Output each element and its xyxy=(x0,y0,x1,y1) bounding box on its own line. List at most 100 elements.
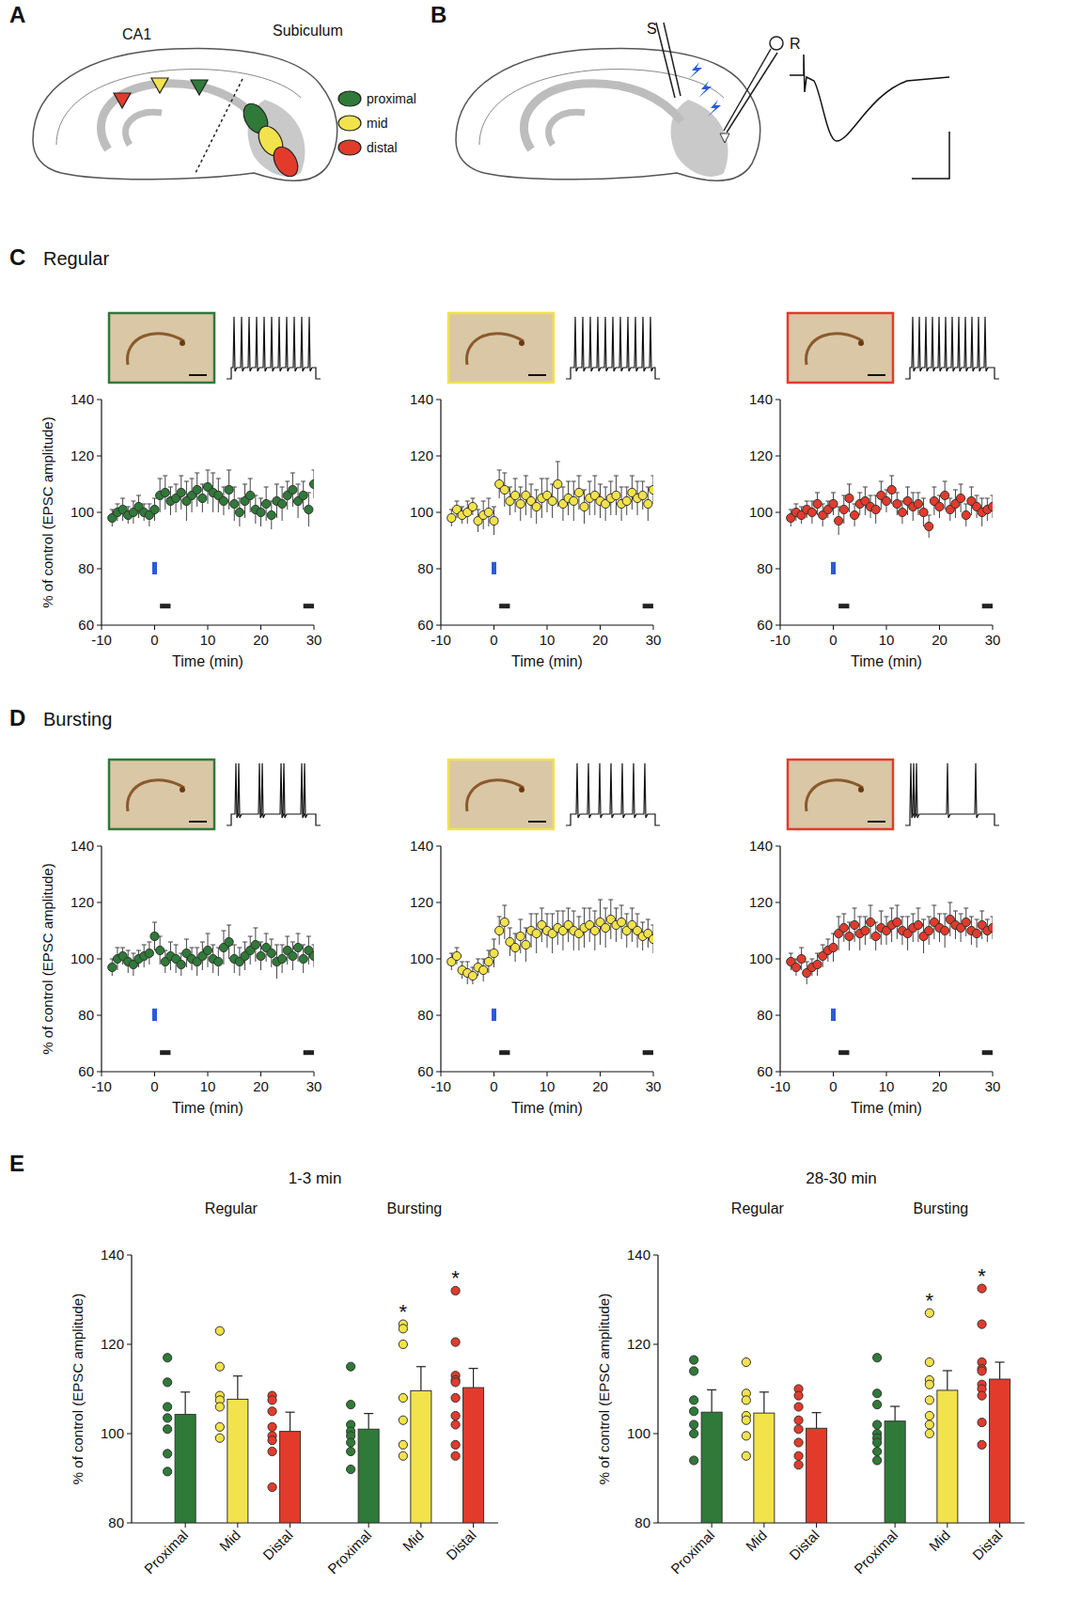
data-point xyxy=(574,487,583,497)
y-tick-label: 120 xyxy=(100,1335,125,1352)
error-cap xyxy=(581,908,587,909)
cell-point xyxy=(924,1357,934,1366)
error-cap xyxy=(284,481,290,483)
error-cap xyxy=(889,908,894,909)
stim-marker xyxy=(830,562,836,575)
data-point xyxy=(214,956,223,966)
filled-cell xyxy=(518,786,525,793)
cell-point xyxy=(924,1428,934,1438)
cell-point xyxy=(794,1438,803,1447)
data-point xyxy=(829,942,838,952)
y-tick xyxy=(96,902,102,904)
error-cap xyxy=(974,495,980,497)
hippocampus xyxy=(467,333,524,365)
data-point xyxy=(987,501,993,511)
error-cap xyxy=(937,913,942,915)
ca-layer xyxy=(523,83,682,150)
data-point xyxy=(861,925,870,935)
error-cap xyxy=(168,941,173,943)
error-bar xyxy=(472,1368,474,1388)
x-tick xyxy=(440,1071,442,1077)
bar xyxy=(937,1390,958,1523)
error-cap xyxy=(555,461,561,463)
error-cap xyxy=(905,916,910,918)
y-axis-title: % of control (EPSC amplitude) xyxy=(69,1293,86,1485)
y-tick-label: 140 xyxy=(70,391,94,408)
error-bar xyxy=(894,1406,896,1422)
y-tick xyxy=(436,958,441,960)
data-point xyxy=(532,928,541,938)
data-point xyxy=(489,516,499,525)
error-cap xyxy=(878,910,884,912)
x-tick xyxy=(185,1522,187,1528)
y-tick-label: 60 xyxy=(78,1063,94,1080)
panel-label: C xyxy=(9,244,26,270)
photo-scale xyxy=(867,820,886,823)
stim-marker xyxy=(491,562,497,575)
cell-point xyxy=(873,1446,882,1456)
cell-point xyxy=(451,1410,460,1420)
x-tick xyxy=(440,625,442,630)
error-cap xyxy=(210,944,216,946)
y-tick xyxy=(775,1071,781,1073)
data-point xyxy=(256,951,266,960)
region-label: CA1 xyxy=(122,26,152,43)
filled-cell xyxy=(858,340,864,346)
data-point xyxy=(266,948,276,957)
cell-point xyxy=(451,1337,460,1347)
cell-point xyxy=(689,1428,699,1438)
data-point xyxy=(622,496,631,505)
cell-point xyxy=(215,1433,224,1442)
cell-point xyxy=(267,1407,277,1416)
error-cap xyxy=(651,475,655,477)
bar xyxy=(753,1412,775,1523)
error-cap xyxy=(894,905,900,907)
error-cap xyxy=(194,472,200,474)
error-cap xyxy=(274,944,280,946)
data-point xyxy=(495,925,504,935)
plot-area xyxy=(163,1285,485,1523)
error-cap xyxy=(184,939,189,940)
error-cap xyxy=(264,486,269,488)
stim-bolt xyxy=(707,99,721,117)
data-point xyxy=(468,971,477,980)
cell-point xyxy=(977,1391,987,1400)
error-cap xyxy=(210,472,216,474)
error-cap xyxy=(168,486,173,488)
window-marker xyxy=(838,1049,849,1055)
y-tick xyxy=(436,568,441,570)
error-cap xyxy=(857,492,862,494)
y-tick xyxy=(126,1433,132,1435)
error-cap xyxy=(226,924,232,926)
inset xyxy=(787,313,1000,383)
data-point xyxy=(309,479,314,488)
data-point xyxy=(892,917,902,926)
data-point xyxy=(304,504,314,514)
error-cap xyxy=(942,1369,953,1371)
x-tick-label: 0 xyxy=(150,631,158,648)
significance: * xyxy=(977,1264,987,1288)
data-point xyxy=(871,931,880,940)
hippocampus xyxy=(806,333,863,365)
error-cap xyxy=(788,953,794,955)
x-tick xyxy=(260,625,262,630)
error-cap xyxy=(306,936,312,938)
inset xyxy=(448,313,660,383)
plot-area xyxy=(786,902,993,985)
x-tick-label: 10 xyxy=(200,1078,217,1095)
data-point xyxy=(924,925,934,935)
data-point xyxy=(224,937,234,946)
stim-bolt xyxy=(689,62,703,79)
error-cap xyxy=(136,495,141,497)
x-axis-title: Time (min) xyxy=(511,653,583,670)
y-tick xyxy=(436,845,441,847)
cell-point xyxy=(873,1400,882,1410)
inset xyxy=(448,759,660,830)
error-cap xyxy=(974,919,980,921)
legend-label: mid xyxy=(366,115,389,131)
stim-electrode xyxy=(663,22,681,96)
y-tick-label: 60 xyxy=(417,616,434,633)
data-point xyxy=(521,939,531,949)
cell-point xyxy=(163,1467,173,1476)
error-bar xyxy=(999,1362,1001,1379)
